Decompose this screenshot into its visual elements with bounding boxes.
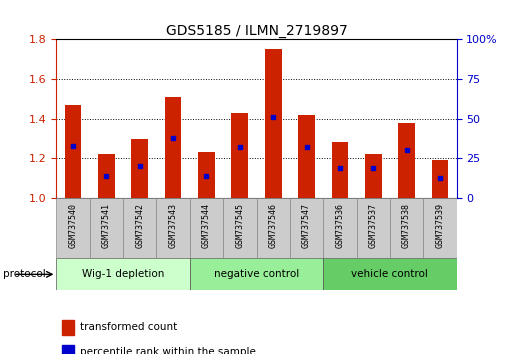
- Text: vehicle control: vehicle control: [351, 269, 428, 279]
- Text: GSM737540: GSM737540: [69, 203, 77, 248]
- Bar: [165, 97, 182, 198]
- Bar: [190, 258, 323, 290]
- Bar: [423, 198, 457, 258]
- Bar: [331, 143, 348, 198]
- Text: negative control: negative control: [214, 269, 299, 279]
- Bar: [123, 198, 156, 258]
- Text: GSM737542: GSM737542: [135, 203, 144, 248]
- Bar: [290, 198, 323, 258]
- Text: GSM737536: GSM737536: [336, 203, 344, 248]
- Bar: [223, 198, 256, 258]
- Bar: [190, 198, 223, 258]
- Text: GSM737541: GSM737541: [102, 203, 111, 248]
- Bar: [357, 198, 390, 258]
- Bar: [231, 113, 248, 198]
- Text: percentile rank within the sample: percentile rank within the sample: [80, 347, 255, 354]
- Bar: [390, 198, 423, 258]
- Bar: [90, 198, 123, 258]
- Text: GSM737537: GSM737537: [369, 203, 378, 248]
- Bar: [323, 198, 357, 258]
- Bar: [298, 115, 315, 198]
- Title: GDS5185 / ILMN_2719897: GDS5185 / ILMN_2719897: [166, 24, 347, 38]
- Text: GSM737544: GSM737544: [202, 203, 211, 248]
- Text: transformed count: transformed count: [80, 322, 177, 332]
- Text: GSM737545: GSM737545: [235, 203, 244, 248]
- Bar: [56, 258, 190, 290]
- Bar: [198, 153, 215, 198]
- Text: GSM737546: GSM737546: [269, 203, 278, 248]
- Bar: [431, 160, 448, 198]
- Text: GSM737547: GSM737547: [302, 203, 311, 248]
- Bar: [256, 198, 290, 258]
- Text: Wig-1 depletion: Wig-1 depletion: [82, 269, 164, 279]
- Bar: [265, 49, 282, 198]
- Bar: [98, 154, 115, 198]
- Text: GSM737543: GSM737543: [169, 203, 177, 248]
- Bar: [131, 138, 148, 198]
- Bar: [156, 198, 190, 258]
- Bar: [65, 105, 82, 198]
- Text: protocol: protocol: [3, 269, 45, 279]
- Bar: [398, 122, 415, 198]
- Text: GSM737539: GSM737539: [436, 203, 444, 248]
- Bar: [365, 154, 382, 198]
- Bar: [56, 198, 90, 258]
- Bar: [323, 258, 457, 290]
- Text: GSM737538: GSM737538: [402, 203, 411, 248]
